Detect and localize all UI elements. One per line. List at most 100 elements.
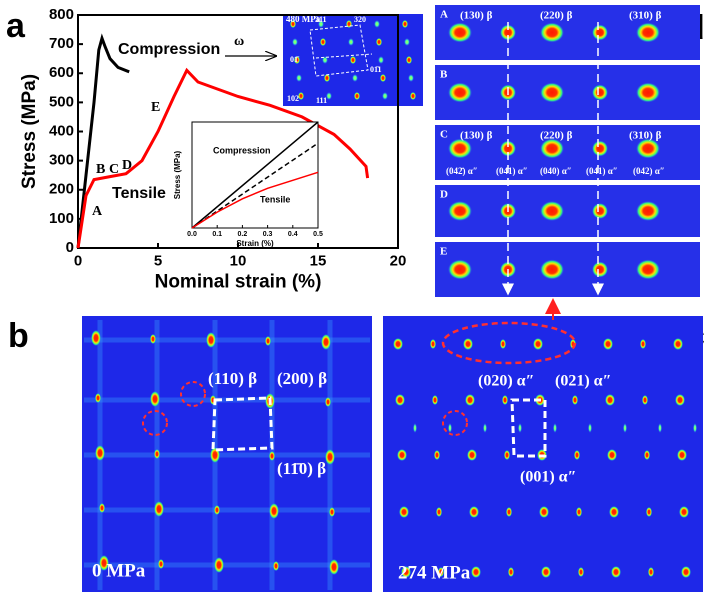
- index-label: 01̄1: [370, 65, 382, 74]
- diffraction-spot: [677, 449, 687, 461]
- diffraction-spot: [404, 38, 410, 46]
- diffraction-spot: [603, 338, 613, 350]
- diffraction-spot: [448, 259, 472, 280]
- diffraction-spot: [540, 201, 564, 221]
- index-label: (130) β: [460, 10, 493, 22]
- index-label: 111: [316, 96, 327, 105]
- diffraction-spot: [540, 138, 564, 159]
- diffraction-spot: [401, 566, 411, 578]
- diffraction-spot: [673, 338, 683, 350]
- diffraction-spot: [448, 82, 472, 103]
- diffraction-spot: [609, 506, 619, 518]
- diffraction-spot: [378, 56, 384, 64]
- diffraction-spot: [518, 423, 522, 433]
- y-axis-label: Stress (MPa): [19, 74, 40, 189]
- annotation: E: [151, 100, 160, 115]
- diffraction-spot: [393, 338, 403, 350]
- diffraction-spot: [329, 507, 335, 517]
- diffraction-spot: [290, 20, 296, 28]
- diffraction-spot: [438, 567, 444, 577]
- panel-label: a: [6, 7, 26, 45]
- x-axis-label: Strain (%): [236, 239, 274, 248]
- series-line: [191, 171, 319, 229]
- annotation: A: [92, 204, 103, 219]
- index-label: (220) β: [540, 10, 573, 22]
- index-label: (11̄0) β: [277, 459, 326, 478]
- diffraction-spot: [154, 449, 160, 459]
- diffraction-spot: [553, 423, 557, 433]
- pattern-row: [435, 242, 700, 297]
- diffraction-spot: [623, 423, 627, 433]
- diffraction-spot: [607, 449, 617, 461]
- series-line: [76, 33, 130, 249]
- series-label: Compression: [213, 145, 271, 155]
- index-label: 320: [354, 15, 366, 24]
- diffraction-spot: [679, 506, 689, 518]
- y-tick-label: 200: [49, 181, 74, 198]
- index-label: (042) α″: [633, 166, 665, 176]
- diffraction-spot: [541, 566, 551, 578]
- index-label: (021) α″: [555, 373, 611, 390]
- x-tick-label: 0: [74, 252, 82, 269]
- index-label: 01̄: [290, 55, 300, 64]
- diffraction-spot: [352, 74, 358, 82]
- diffraction-spot: [269, 451, 275, 461]
- diffraction-spot: [354, 92, 360, 100]
- diffraction-spot: [640, 339, 646, 349]
- diffraction-spot: [636, 138, 660, 159]
- diffraction-spot: [658, 423, 662, 433]
- diffraction-spot: [376, 38, 382, 46]
- diffraction-spot: [324, 74, 330, 82]
- diffraction-spot: [605, 394, 615, 406]
- annotation: B: [96, 162, 105, 177]
- diffraction-spot: [540, 22, 564, 43]
- diffraction-spot: [539, 506, 549, 518]
- x-tick-label: 0.4: [288, 231, 298, 238]
- diffraction-spot: [329, 559, 339, 575]
- diffraction-spot: [646, 507, 652, 517]
- row-label: D: [440, 189, 448, 201]
- diffraction-spot: [99, 555, 109, 571]
- diffraction-spot: [269, 503, 279, 519]
- series-label: Tensile: [260, 194, 290, 204]
- pattern-row: [435, 185, 700, 237]
- x-tick-label: 20: [390, 252, 407, 269]
- y-axis-label: Stress (MPa): [173, 150, 182, 199]
- diffraction-spot: [592, 24, 608, 41]
- series-line: [191, 121, 319, 229]
- diffraction-spot: [91, 330, 101, 346]
- diffraction-spot: [675, 394, 685, 406]
- diffraction-spot: [430, 339, 436, 349]
- diffraction-spot: [504, 450, 510, 460]
- x-tick-label: 0.5: [313, 231, 323, 238]
- diffraction-spot: [399, 506, 409, 518]
- diffraction-spot: [588, 423, 592, 433]
- y-tick-label: 600: [49, 64, 74, 81]
- diffraction-spot: [273, 561, 279, 571]
- y-tick-label: 500: [49, 93, 74, 110]
- index-label: (310) β: [629, 10, 662, 22]
- diffraction-spot: [150, 334, 156, 344]
- diffraction-spot: [298, 92, 304, 100]
- diffraction-spot: [292, 38, 298, 46]
- diffraction-spot: [320, 38, 326, 46]
- cell: [211, 396, 274, 452]
- diffraction-spot: [483, 423, 487, 433]
- diffraction-spot: [463, 338, 473, 350]
- annotation: D: [122, 158, 132, 173]
- diffraction-spot: [572, 395, 578, 405]
- pattern-row: [435, 65, 700, 120]
- diffraction-spot: [502, 395, 508, 405]
- diffraction-spot: [154, 501, 164, 517]
- diffraction-spot: [397, 449, 407, 461]
- diffraction-spot: [448, 22, 472, 43]
- diffraction-spot: [644, 450, 650, 460]
- diffraction-spot: [465, 394, 475, 406]
- diffraction-spot: [436, 507, 442, 517]
- diffraction-spot: [326, 92, 332, 100]
- index-label: 311: [315, 15, 327, 24]
- diffraction-spot: [506, 507, 512, 517]
- diffraction-spot: [642, 395, 648, 405]
- row-label: C: [440, 129, 448, 141]
- diffraction-spot: [294, 56, 300, 64]
